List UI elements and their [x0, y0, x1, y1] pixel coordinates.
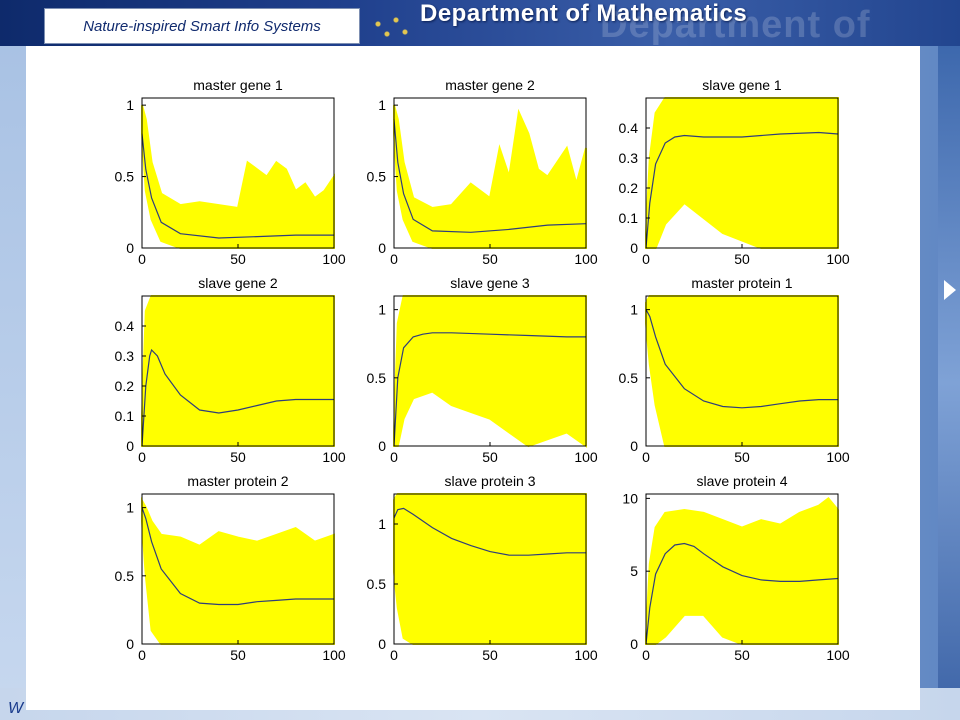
y-tick-label: 1 [378, 97, 386, 113]
x-tick-label: 50 [230, 251, 246, 267]
brand-label: Nature-inspired Smart Info Systems [44, 8, 360, 44]
subplot-8: slave protein 3 0 50 100 0 0.5 1 [367, 473, 598, 663]
x-tick-label: 50 [230, 449, 246, 465]
y-tick-label: 0 [630, 636, 638, 652]
envelope-band [393, 493, 587, 645]
x-tick-label: 0 [642, 251, 650, 267]
y-tick-label: 0.2 [115, 378, 135, 394]
y-tick-label: 0.5 [367, 576, 387, 592]
mean-line [393, 332, 586, 447]
mean-line [645, 131, 839, 249]
y-tick-label: 1 [378, 302, 386, 318]
x-tick-label: 100 [322, 647, 346, 663]
y-tick-label: 0.5 [367, 370, 387, 386]
x-tick-label: 50 [230, 647, 246, 663]
subplot-title: slave gene 1 [702, 77, 782, 93]
x-tick-label: 50 [734, 251, 750, 267]
next-slide-arrow-icon[interactable] [944, 280, 956, 300]
subplot-title: master protein 1 [691, 275, 792, 291]
subplot-2: master gene 2 0 50 100 0 0.5 1 [367, 77, 598, 267]
y-tick-label: 0 [126, 636, 134, 652]
y-tick-label: 0 [126, 240, 134, 256]
x-tick-label: 0 [642, 449, 650, 465]
x-tick-label: 0 [138, 647, 146, 663]
x-tick-label: 50 [482, 647, 498, 663]
subplot-3: slave gene 1 0 50 100 0 0.1 0.2 0.3 0.4 [619, 77, 850, 267]
x-tick-label: 0 [138, 251, 146, 267]
eu-stars-icon [360, 4, 420, 44]
mean-line [393, 119, 587, 233]
y-tick-label: 0 [378, 636, 386, 652]
y-tick-label: 0.5 [367, 169, 387, 185]
y-tick-label: 1 [630, 302, 638, 318]
mean-line [645, 309, 838, 409]
footer-text: W [8, 700, 24, 717]
subplot-5: slave gene 3 0 50 100 0 0.5 1 [367, 275, 598, 465]
x-tick-label: 0 [390, 647, 398, 663]
y-tick-label: 0 [126, 438, 134, 454]
x-tick-label: 100 [574, 647, 598, 663]
subplot-title: master protein 2 [187, 473, 288, 489]
y-tick-label: 0 [630, 438, 638, 454]
mean-line [645, 542, 839, 645]
subplot-title: slave protein 4 [696, 473, 787, 489]
subplot-9: slave protein 4 0 50 100 0 5 10 [622, 473, 849, 663]
right-decoration [938, 46, 960, 720]
y-tick-label: 0.5 [115, 568, 135, 584]
x-tick-label: 0 [390, 449, 398, 465]
envelope-band [141, 295, 335, 447]
x-tick-label: 0 [138, 449, 146, 465]
subplot-title: slave gene 2 [198, 275, 278, 291]
x-tick-label: 50 [734, 647, 750, 663]
subplot-title: master gene 2 [445, 77, 535, 93]
y-tick-label: 0.3 [115, 348, 135, 364]
subplot-title: master gene 1 [193, 77, 283, 93]
x-tick-label: 100 [322, 449, 346, 465]
x-tick-label: 50 [734, 449, 750, 465]
y-tick-label: 1 [126, 97, 134, 113]
y-tick-label: 0 [378, 438, 386, 454]
y-tick-label: 0.3 [619, 150, 639, 166]
left-decoration [0, 46, 26, 720]
mean-line [141, 133, 334, 239]
subplot-title: slave protein 3 [444, 473, 535, 489]
x-tick-label: 50 [482, 449, 498, 465]
mean-line [141, 348, 334, 447]
x-tick-label: 50 [482, 251, 498, 267]
mean-line [393, 507, 586, 556]
subplot-1: master gene 1 0 50 100 0 0.5 1 [115, 77, 346, 267]
x-tick-label: 100 [826, 647, 850, 663]
y-tick-label: 0.4 [115, 318, 135, 334]
x-tick-label: 100 [826, 251, 850, 267]
y-tick-label: 0 [378, 240, 386, 256]
x-tick-label: 100 [322, 251, 346, 267]
subplot-6: master protein 1 0 50 100 0 0.5 1 [619, 275, 850, 465]
subplot-4: slave gene 2 0 50 100 0 0.1 0.2 0.3 0.4 [115, 275, 346, 465]
y-tick-label: 0.1 [115, 408, 135, 424]
y-tick-label: 0.4 [619, 120, 639, 136]
y-tick-label: 1 [378, 516, 386, 532]
y-tick-label: 0.5 [115, 169, 135, 185]
x-tick-label: 100 [574, 251, 598, 267]
x-tick-label: 100 [574, 449, 598, 465]
y-tick-label: 10 [622, 490, 638, 506]
brand-text: Nature-inspired Smart Info Systems [83, 17, 321, 35]
y-tick-label: 0.5 [619, 370, 639, 386]
y-tick-label: 0.1 [619, 210, 639, 226]
subplot-title: slave gene 3 [450, 275, 530, 291]
x-tick-label: 0 [390, 251, 398, 267]
x-tick-label: 100 [826, 449, 850, 465]
y-tick-label: 1 [126, 500, 134, 516]
department-title: Department of Mathematics [420, 0, 748, 27]
y-tick-label: 5 [630, 563, 638, 579]
y-tick-label: 0.2 [619, 180, 639, 196]
envelope-band [645, 295, 839, 447]
x-tick-label: 0 [642, 647, 650, 663]
subplot-7: master protein 2 0 50 100 0 0.5 1 [115, 473, 346, 663]
mean-line [141, 507, 334, 606]
y-tick-label: 0 [630, 240, 638, 256]
